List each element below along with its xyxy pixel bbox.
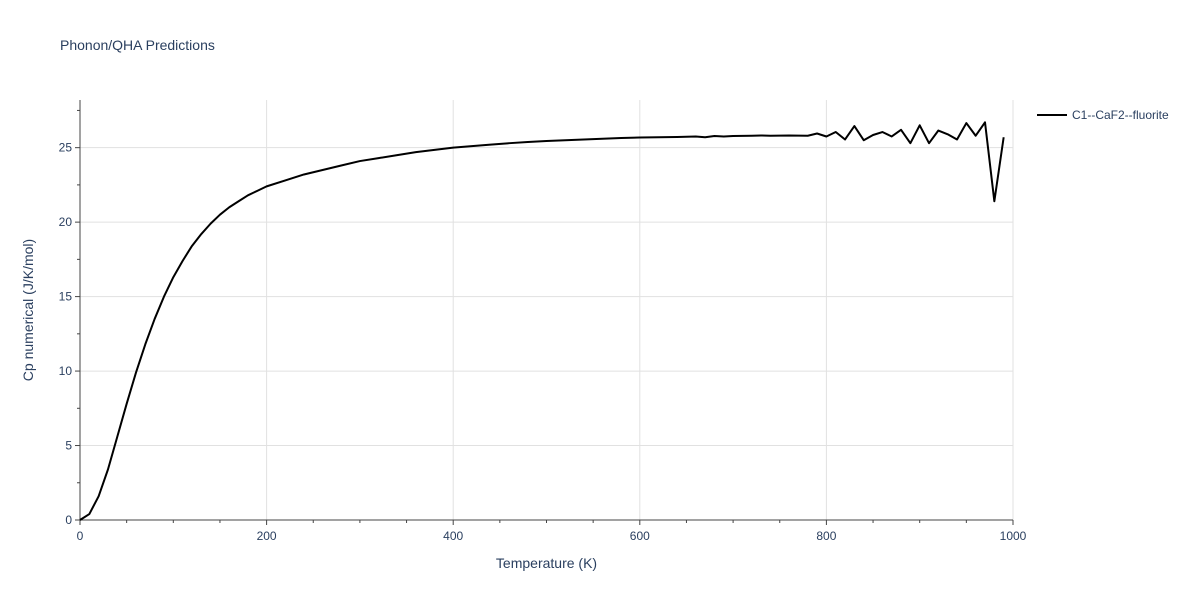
y-tick-label: 15 [59,290,73,304]
x-tick-label: 800 [816,529,836,543]
y-gridlines [80,147,1013,447]
x-tick-label: 400 [443,529,463,543]
x-tick-label: 200 [257,529,277,543]
x-axis-title: Temperature (K) [496,555,597,571]
y-tick-label: 5 [65,439,72,453]
legend-label[interactable]: C1--CaF2--fluorite [1072,108,1169,122]
chart-title: Phonon/QHA Predictions [60,37,215,53]
y-tick-label: 25 [59,141,73,155]
x-tick-label: 600 [630,529,650,543]
y-tick-label: 10 [59,364,73,378]
legend[interactable]: C1--CaF2--fluorite [1037,108,1169,122]
plot-area: 0 200 400 600 800 1000 0 5 10 15 20 25 [59,100,1027,543]
x-tick-label: 0 [77,529,84,543]
y-axis-title: Cp numerical (J/K/mol) [20,239,36,381]
series-line [79,121,1005,521]
y-tick-label: 0 [65,513,72,527]
series-layer [79,121,1005,521]
x-axis-ticks: 0 200 400 600 800 1000 [77,520,1027,543]
x-gridlines [266,100,1014,520]
y-axis-ticks: 0 5 10 15 20 25 [59,109,80,527]
y-tick-label: 20 [59,215,73,229]
x-tick-label: 1000 [1000,529,1027,543]
